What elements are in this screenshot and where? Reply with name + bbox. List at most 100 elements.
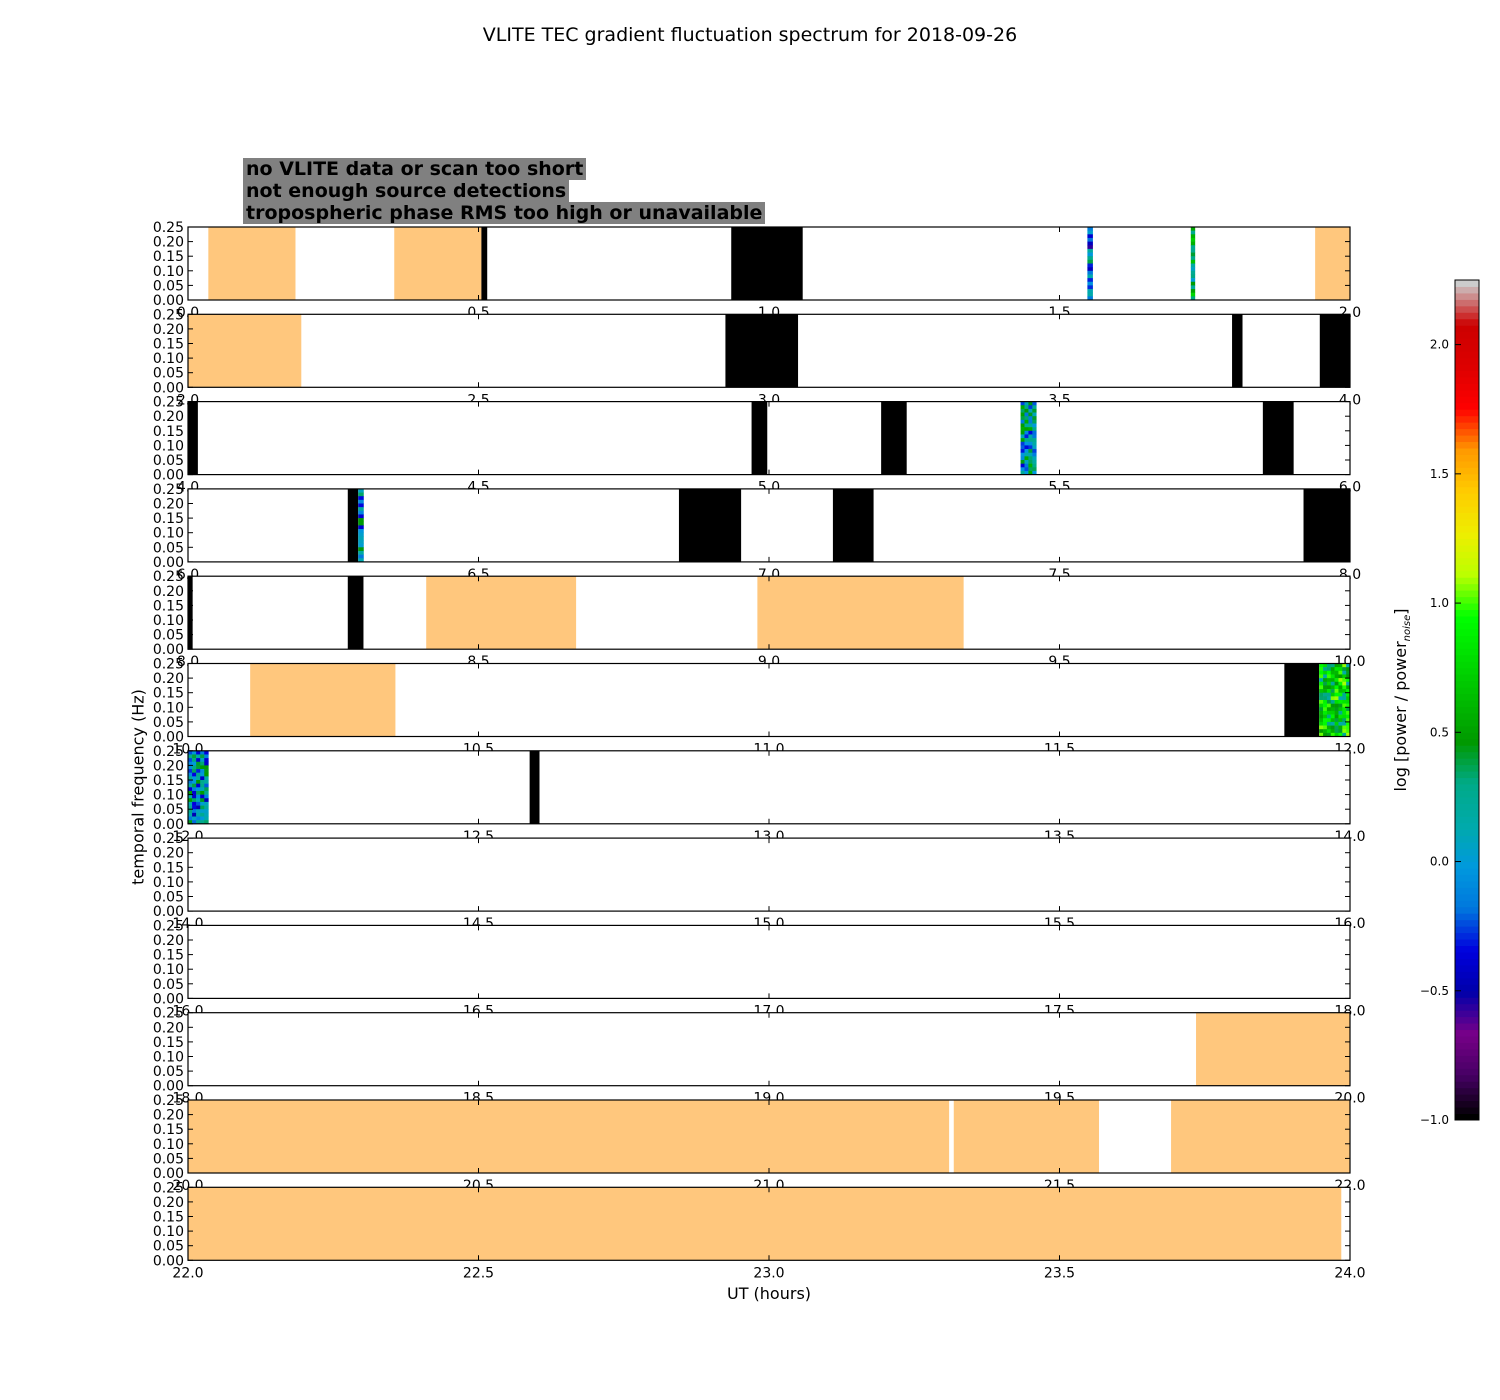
colorbar-cell: [1455, 822, 1479, 830]
colorbar-cell: [1455, 758, 1479, 766]
spectrum-cell: [1190, 252, 1196, 257]
spectrum-cell: [1028, 467, 1033, 472]
colorbar-cell: [1455, 829, 1479, 837]
y-tick-label: 0.00: [153, 380, 184, 396]
y-tick-label: 0.15: [153, 598, 184, 614]
spectrum-cell: [1319, 710, 1324, 715]
spectrum-cell: [204, 801, 209, 806]
spectrum-cell: [1024, 430, 1029, 435]
y-tick-label: 0.05: [153, 278, 184, 294]
y-tick-label: 0.20: [153, 846, 184, 862]
colorbar-cell: [1455, 1100, 1479, 1108]
spectrum-cell: [1190, 270, 1196, 275]
spectrum-cell: [1342, 674, 1347, 679]
colorbar-cell: [1455, 687, 1479, 695]
spectrum-cell: [1032, 470, 1037, 475]
colorbar-cell: [1455, 1016, 1479, 1024]
spectrum-cell: [192, 772, 197, 777]
spectrum-cell: [1334, 729, 1339, 734]
spectrum-cell: [192, 801, 197, 806]
spectrum-cell: [1319, 689, 1324, 693]
spectrum-cell: [1020, 412, 1025, 417]
colorbar-cell: [1455, 784, 1479, 791]
colorbar-cell: [1455, 706, 1479, 714]
spectrum-cell: [1330, 678, 1335, 683]
spectrum-cell: [1330, 707, 1335, 712]
no-detection-block: [881, 401, 907, 475]
colorbar-cell: [1455, 874, 1479, 882]
spectrum-cell: [1323, 685, 1328, 690]
y-tick-label: 0.00: [153, 904, 184, 920]
spectrum-cell: [1319, 732, 1324, 737]
spectrum-cell: [1326, 707, 1332, 712]
y-tick-label: 0.05: [153, 715, 184, 731]
spectrum-cell: [192, 794, 197, 799]
spectrum-cell: [1326, 700, 1332, 704]
spectrum-cell: [1342, 681, 1347, 686]
spectrum-cell: [1319, 681, 1324, 686]
colorbar-cell: [1455, 1113, 1479, 1121]
y-tick-label: 0.10: [153, 264, 184, 280]
spectrum-cell: [358, 558, 364, 563]
spectrum-cell: [1326, 692, 1332, 697]
colorbar-cell: [1455, 835, 1479, 843]
spectrum-cell: [1032, 460, 1037, 464]
colorbar-cell: [1455, 1107, 1479, 1115]
y-tick-label: 0.05: [153, 628, 184, 644]
spectrum-cell: [1346, 667, 1351, 672]
spectrum-cell: [1342, 710, 1347, 715]
spectrum-cell: [188, 769, 193, 773]
spectrum-cell: [1342, 678, 1347, 683]
panel-background: [188, 750, 1350, 824]
no-detection-block: [1303, 488, 1350, 562]
spectrum-cell: [1020, 423, 1025, 428]
colorbar-cell: [1455, 971, 1479, 979]
spectrum-cell: [1346, 732, 1351, 737]
colorbar-cell: [1455, 790, 1479, 798]
colorbar-cell: [1455, 712, 1479, 720]
spectrum-cell: [1334, 670, 1339, 675]
spectrum-cell: [1020, 438, 1025, 443]
colorbar-cell: [1455, 596, 1479, 604]
spectrum-cell: [1020, 430, 1025, 435]
spectrum-cell: [1319, 707, 1324, 712]
y-tick-label: 0.00: [153, 1166, 184, 1182]
colorbar: −1.0 −0.5 0.0 0.5 1.0 1.5 2.0: [1420, 279, 1480, 1127]
panel-3: 0.000.050.100.150.200.254.0 4.5 5.0 5.5 6.0: [153, 395, 1361, 496]
spectrum-cell: [192, 816, 197, 821]
spectrum-cell: [188, 758, 193, 763]
y-tick-label: 0.00: [153, 642, 184, 658]
spectrum-cell: [204, 787, 209, 792]
spectrum-cell: [192, 798, 197, 803]
spectrum-cell: [1319, 718, 1324, 723]
spectrum-cell: [1024, 405, 1029, 410]
spectrum-cell: [196, 812, 201, 817]
colorbar-cell: [1455, 719, 1479, 727]
spectrum-cell: [200, 812, 205, 817]
colorbar-cell: [1455, 473, 1479, 481]
y-tick-label: 0.15: [153, 1210, 184, 1226]
spectrum-cell: [196, 801, 201, 806]
spectrum-cell: [1346, 710, 1351, 715]
spectrum-segment: [1087, 227, 1093, 301]
y-tick-label: 0.05: [153, 1064, 184, 1080]
spectrum-cell: [1190, 292, 1196, 297]
spectrum-cell: [1028, 456, 1033, 461]
tropo-rms-block: [208, 227, 296, 300]
colorbar-cell: [1455, 1061, 1479, 1069]
spectrum-cell: [1346, 725, 1351, 730]
y-tick-label: 0.15: [153, 511, 184, 527]
spectrum-cell: [1330, 700, 1335, 704]
colorbar-cell: [1455, 964, 1479, 972]
colorbar-cell: [1455, 557, 1479, 565]
colorbar-cell: [1455, 1042, 1479, 1050]
no-detection-block: [188, 576, 193, 650]
colorbar-cell: [1455, 499, 1479, 507]
colorbar-cell: [1455, 777, 1479, 785]
y-tick-label: 0.00: [153, 555, 184, 571]
y-tick-label: 0.00: [153, 1079, 184, 1095]
spectrum-cell: [1028, 419, 1033, 424]
y-tick-label: 0.25: [153, 220, 184, 236]
